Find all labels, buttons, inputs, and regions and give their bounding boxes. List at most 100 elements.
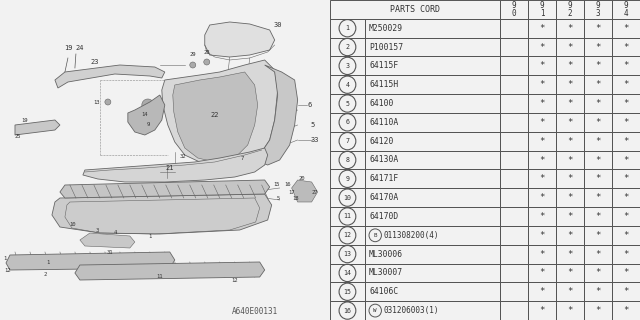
Bar — [556, 113, 584, 132]
Text: *: * — [623, 250, 628, 259]
Bar — [330, 282, 365, 301]
Text: 25: 25 — [15, 134, 21, 140]
Bar — [584, 245, 612, 264]
Bar — [556, 94, 584, 113]
Text: *: * — [623, 174, 628, 183]
Bar — [500, 0, 528, 19]
Bar — [500, 207, 528, 226]
Circle shape — [105, 99, 111, 105]
Text: 33: 33 — [310, 137, 319, 143]
Bar — [365, 38, 500, 56]
Text: 21: 21 — [166, 165, 174, 171]
Text: *: * — [568, 193, 573, 202]
Text: *: * — [540, 80, 545, 89]
Text: *: * — [540, 99, 545, 108]
Text: 27: 27 — [312, 189, 318, 195]
Bar — [528, 132, 556, 151]
Text: *: * — [540, 212, 545, 221]
Text: 5: 5 — [277, 196, 280, 201]
Text: *: * — [623, 43, 628, 52]
Bar — [612, 226, 640, 245]
Text: 64110A: 64110A — [369, 118, 398, 127]
Text: 18: 18 — [292, 196, 299, 202]
Bar — [584, 151, 612, 169]
Text: 1: 1 — [3, 255, 6, 260]
Text: 9
2: 9 2 — [568, 1, 572, 18]
Bar — [556, 188, 584, 207]
Text: *: * — [540, 268, 545, 277]
Bar — [500, 245, 528, 264]
Text: *: * — [595, 118, 601, 127]
Bar — [528, 188, 556, 207]
Bar — [330, 151, 365, 169]
Bar — [500, 264, 528, 282]
Text: 64170D: 64170D — [369, 212, 398, 221]
Text: 24: 24 — [76, 45, 84, 51]
Text: 9: 9 — [146, 123, 150, 127]
Bar — [612, 94, 640, 113]
Bar — [365, 94, 500, 113]
Text: *: * — [568, 212, 573, 221]
Polygon shape — [128, 95, 165, 135]
Text: 1: 1 — [346, 25, 349, 31]
Text: *: * — [540, 193, 545, 202]
Polygon shape — [205, 22, 275, 57]
Text: 5: 5 — [346, 100, 349, 107]
Text: 16: 16 — [344, 308, 351, 314]
Text: *: * — [595, 156, 601, 164]
Bar — [612, 188, 640, 207]
Text: 17: 17 — [289, 189, 295, 195]
Text: 9
4: 9 4 — [624, 1, 628, 18]
Bar — [330, 113, 365, 132]
Circle shape — [204, 59, 210, 65]
Text: 7: 7 — [241, 156, 244, 161]
Bar — [584, 132, 612, 151]
Circle shape — [190, 62, 196, 68]
Text: *: * — [623, 80, 628, 89]
Bar — [528, 226, 556, 245]
Bar — [556, 245, 584, 264]
Bar — [612, 245, 640, 264]
Polygon shape — [80, 233, 135, 248]
Bar — [500, 188, 528, 207]
Text: *: * — [623, 212, 628, 221]
Bar — [584, 264, 612, 282]
Text: 3: 3 — [95, 228, 99, 233]
Text: *: * — [595, 61, 601, 70]
Text: 15: 15 — [273, 182, 280, 188]
Bar — [330, 207, 365, 226]
Text: 4: 4 — [113, 229, 116, 235]
Text: *: * — [568, 61, 573, 70]
Bar — [612, 207, 640, 226]
Text: *: * — [623, 156, 628, 164]
Bar — [584, 282, 612, 301]
Text: *: * — [540, 118, 545, 127]
Text: *: * — [568, 80, 573, 89]
Bar — [365, 301, 500, 320]
Text: W: W — [374, 308, 377, 313]
Bar — [330, 301, 365, 320]
Bar — [365, 169, 500, 188]
Polygon shape — [6, 252, 175, 270]
Text: 28: 28 — [204, 50, 210, 54]
Bar — [500, 113, 528, 132]
Text: 29: 29 — [189, 52, 196, 58]
Bar — [556, 282, 584, 301]
Bar — [584, 0, 612, 19]
Text: *: * — [568, 24, 573, 33]
Text: *: * — [540, 156, 545, 164]
Text: 2: 2 — [346, 44, 349, 50]
Bar — [365, 113, 500, 132]
Text: 16: 16 — [284, 182, 291, 188]
Text: 11: 11 — [157, 275, 163, 279]
Text: 12: 12 — [344, 232, 351, 238]
Bar — [584, 56, 612, 75]
Bar — [500, 94, 528, 113]
Text: *: * — [568, 287, 573, 296]
Text: 4: 4 — [346, 82, 349, 88]
Bar — [584, 301, 612, 320]
Bar — [330, 94, 365, 113]
Text: 64100: 64100 — [369, 99, 394, 108]
Text: *: * — [568, 268, 573, 277]
Text: *: * — [540, 61, 545, 70]
